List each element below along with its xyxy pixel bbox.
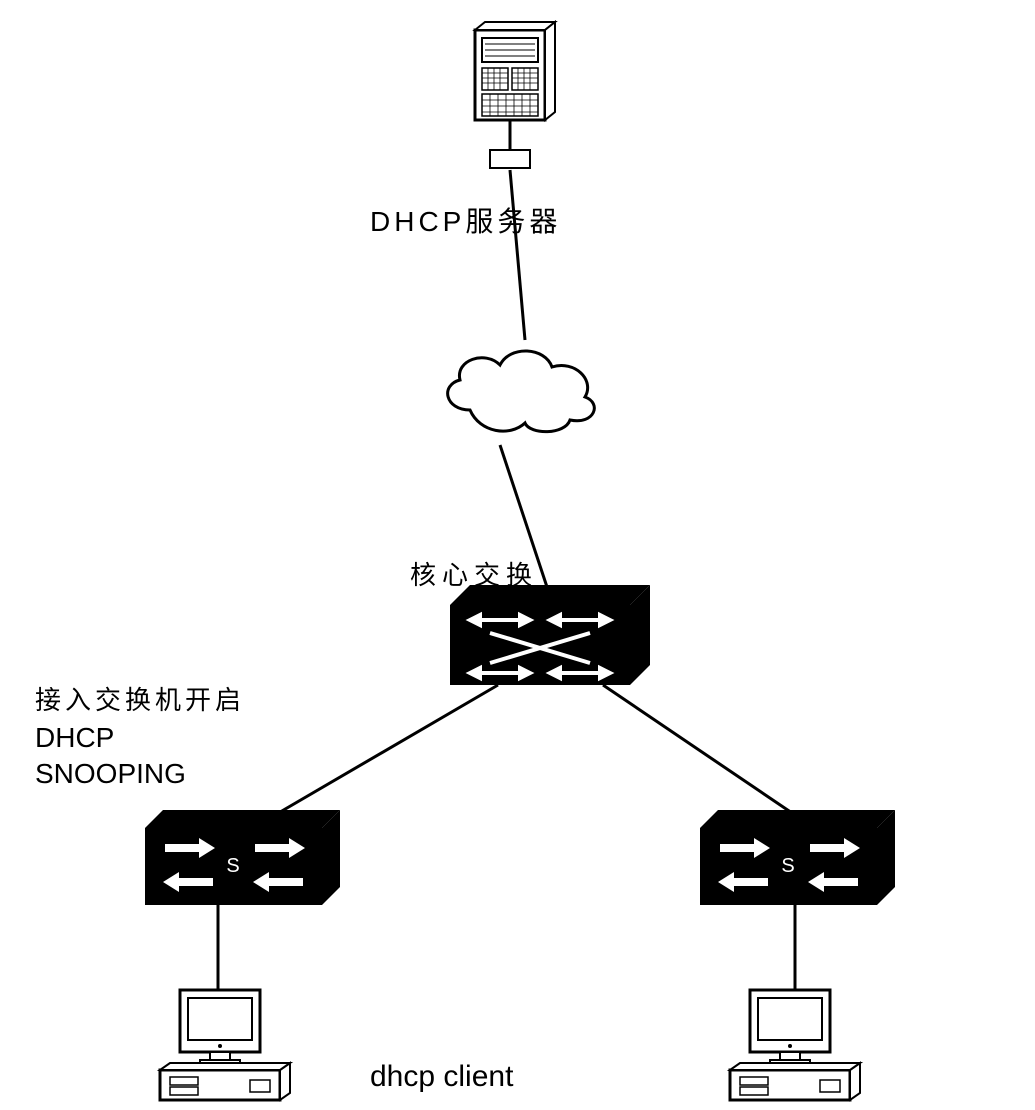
- dhcp-snooping-label: DHCP SNOOPING: [35, 720, 186, 793]
- l2-switch-right-icon: S: [700, 810, 895, 905]
- server-icon: [460, 20, 560, 170]
- dhcp-client-label: dhcp client: [370, 1060, 513, 1094]
- edge-server-cloud: [510, 170, 525, 340]
- cloud-node: [430, 335, 610, 450]
- pc-right-icon: [725, 985, 865, 1105]
- svg-text:S: S: [781, 855, 794, 877]
- dhcp-server-node: [460, 20, 560, 175]
- pc-left-icon: [155, 985, 295, 1105]
- core-switch-node: [450, 585, 650, 690]
- core-switch-label: 核心交换: [410, 555, 538, 592]
- pc-left-node: [155, 985, 295, 1110]
- l3-switch-icon: [450, 585, 650, 685]
- access-switch-right-node: S: [700, 810, 895, 910]
- dhcp-server-label: DHCP服务器: [370, 200, 561, 240]
- svg-text:S: S: [226, 855, 239, 877]
- cloud-icon: [430, 335, 610, 445]
- edge-core-left: [275, 685, 498, 815]
- edge-core-right: [603, 685, 795, 815]
- pc-right-node: [725, 985, 865, 1110]
- access-switch-left-node: S: [145, 810, 340, 910]
- l2-switch-left-icon: S: [145, 810, 340, 905]
- access-switch-label: 接入交换机开启: [35, 680, 245, 717]
